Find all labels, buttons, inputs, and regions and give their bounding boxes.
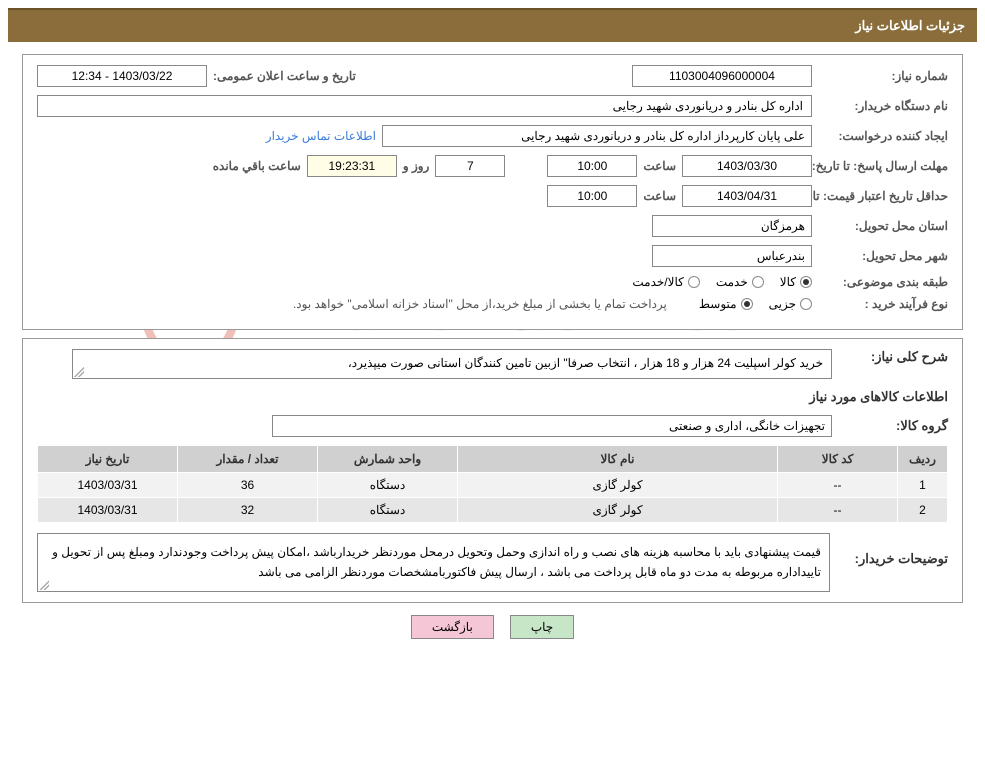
th-date: تاریخ نیاز bbox=[38, 446, 178, 473]
process-label: نوع فرآیند خرید : bbox=[818, 297, 948, 311]
buyer-notes-label: توضیحات خریدار: bbox=[838, 533, 948, 567]
summary-label: شرح کلی نیاز: bbox=[838, 349, 948, 365]
days-field: 7 bbox=[435, 155, 505, 177]
requester-label: ایجاد کننده درخواست: bbox=[818, 129, 948, 143]
th-qty: تعداد / مقدار bbox=[178, 446, 318, 473]
need-no-field: 1103004096000004 bbox=[632, 65, 812, 87]
time-label-1: ساعت bbox=[643, 159, 676, 173]
province-label: استان محل تحویل: bbox=[818, 219, 948, 233]
resize-handle-icon[interactable] bbox=[74, 367, 84, 377]
buyer-notes-textarea[interactable]: قیمت پیشنهادی باید با محاسبه هزینه های ن… bbox=[37, 533, 830, 592]
remaining-suffix: ساعت باقي مانده bbox=[213, 159, 301, 173]
process-radio-group: جزیی متوسط bbox=[699, 297, 812, 311]
need-section: شرح کلی نیاز: خرید کولر اسپلیت 24 هزار و… bbox=[22, 338, 963, 603]
process-note: پرداخت تمام یا بخشی از مبلغ خرید،از محل … bbox=[293, 297, 667, 311]
group-label: گروه کالا: bbox=[838, 418, 948, 434]
details-panel: شماره نیاز: 1103004096000004 تاریخ و ساع… bbox=[22, 54, 963, 330]
category-label: طبقه بندی موضوعی: bbox=[818, 275, 948, 289]
radio-goods-service[interactable]: کالا/خدمت bbox=[632, 275, 699, 289]
radio-dot-icon bbox=[800, 276, 812, 288]
deadline-date-field: 1403/03/30 bbox=[682, 155, 812, 177]
category-radio-group: کالا خدمت کالا/خدمت bbox=[632, 275, 812, 289]
page-header: جزئیات اطلاعات نیاز bbox=[8, 8, 977, 42]
page-title: جزئیات اطلاعات نیاز bbox=[855, 18, 965, 33]
validity-time-field: 10:00 bbox=[547, 185, 637, 207]
th-row: ردیف bbox=[898, 446, 948, 473]
summary-textarea[interactable]: خرید کولر اسپلیت 24 هزار و 18 هزار ، انت… bbox=[72, 349, 832, 379]
items-title: اطلاعات کالاهای مورد نیاز bbox=[37, 389, 948, 405]
resize-handle-icon[interactable] bbox=[39, 580, 49, 590]
buyer-org-field: اداره کل بنادر و دریانوردی شهید رجایی bbox=[37, 95, 812, 117]
radio-dot-icon bbox=[741, 298, 753, 310]
city-label: شهر محل تحویل: bbox=[818, 249, 948, 263]
items-table: ردیف کد کالا نام کالا واحد شمارش تعداد /… bbox=[37, 445, 948, 523]
days-suffix: روز و bbox=[403, 159, 430, 173]
th-code: کد کالا bbox=[778, 446, 898, 473]
radio-medium[interactable]: متوسط bbox=[699, 297, 753, 311]
print-button[interactable]: چاپ bbox=[510, 615, 574, 639]
radio-service[interactable]: خدمت bbox=[716, 275, 764, 289]
time-label-2: ساعت bbox=[643, 189, 676, 203]
radio-goods[interactable]: کالا bbox=[780, 275, 812, 289]
radio-dot-icon bbox=[688, 276, 700, 288]
need-no-label: شماره نیاز: bbox=[818, 69, 948, 83]
deadline-time-field: 10:00 bbox=[547, 155, 637, 177]
buyer-contact-link[interactable]: اطلاعات تماس خریدار bbox=[266, 129, 376, 143]
radio-dot-icon bbox=[752, 276, 764, 288]
announce-field: 1403/03/22 - 12:34 bbox=[37, 65, 207, 87]
city-field: بندرعباس bbox=[652, 245, 812, 267]
buyer-org-label: نام دستگاه خریدار: bbox=[818, 99, 948, 113]
table-header-row: ردیف کد کالا نام کالا واحد شمارش تعداد /… bbox=[38, 446, 948, 473]
requester-field: علی پایان کارپرداز اداره کل بنادر و دریا… bbox=[382, 125, 812, 147]
radio-partial[interactable]: جزیی bbox=[769, 297, 812, 311]
th-name: نام کالا bbox=[458, 446, 778, 473]
radio-dot-icon bbox=[800, 298, 812, 310]
validity-date-field: 1403/04/31 bbox=[682, 185, 812, 207]
table-row: 1 -- کولر گازی دستگاه 36 1403/03/31 bbox=[38, 473, 948, 498]
remaining-time-field: 19:23:31 bbox=[307, 155, 397, 177]
province-field: هرمزگان bbox=[652, 215, 812, 237]
validity-label: حداقل تاریخ اعتبار قیمت: تا تاریخ: bbox=[818, 189, 948, 203]
button-row: چاپ بازگشت bbox=[22, 615, 963, 639]
announce-label: تاریخ و ساعت اعلان عمومی: bbox=[213, 69, 356, 83]
th-unit: واحد شمارش bbox=[318, 446, 458, 473]
table-row: 2 -- کولر گازی دستگاه 32 1403/03/31 bbox=[38, 498, 948, 523]
back-button[interactable]: بازگشت bbox=[411, 615, 494, 639]
deadline-label: مهلت ارسال پاسخ: تا تاریخ: bbox=[818, 159, 948, 173]
group-field: تجهیزات خانگی، اداری و صنعتی bbox=[272, 415, 832, 437]
